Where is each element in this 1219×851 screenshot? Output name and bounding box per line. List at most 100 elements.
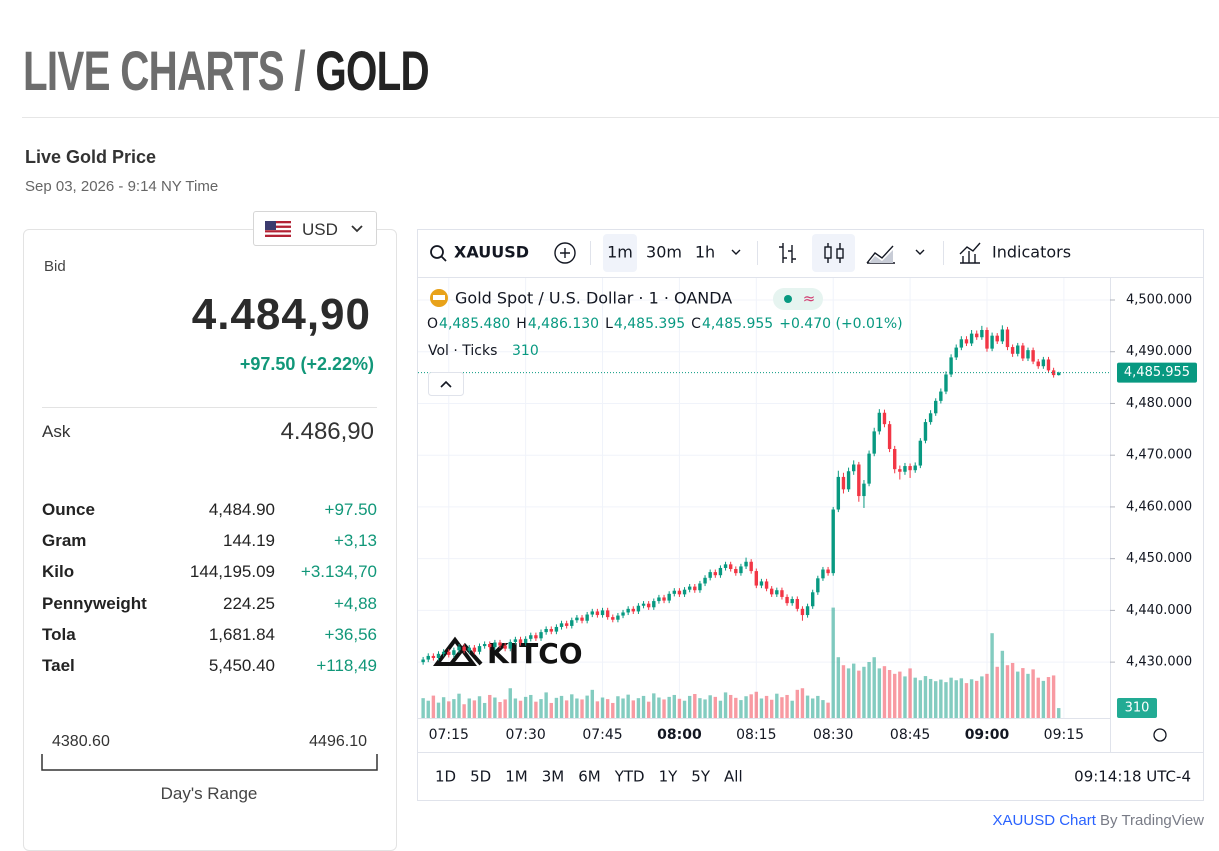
candle-body <box>903 466 907 472</box>
candle-body <box>949 357 953 375</box>
volume-bar <box>549 702 553 718</box>
volume-bar <box>472 700 477 718</box>
compare-icon[interactable] <box>554 242 576 264</box>
currency-select[interactable]: USD <box>253 211 377 246</box>
range-button[interactable]: 5Y <box>691 768 711 786</box>
chart-type-active-bg <box>812 234 855 272</box>
ohlc-change: +0.470 (+0.01%) <box>779 316 902 332</box>
candle-body <box>611 617 615 620</box>
volume-bar <box>564 700 569 718</box>
y-tick-label: 4,460.000 <box>1126 499 1192 514</box>
bars-icon[interactable] <box>779 243 796 263</box>
search-icon[interactable] <box>430 245 444 259</box>
volume-bar <box>831 607 835 718</box>
volume-bar <box>734 697 738 718</box>
last-price-label: 4,485.955 <box>1124 365 1190 380</box>
clock: 09:14:18 UTC-4 <box>1074 768 1191 786</box>
volume-bar <box>759 698 764 718</box>
candle-body <box>708 572 712 578</box>
candle-body <box>985 329 989 349</box>
volume-bar <box>959 678 964 718</box>
volume-bar <box>1046 677 1051 718</box>
candle-body <box>744 561 748 567</box>
unit-change: +3.134,70 <box>300 562 377 582</box>
area-icon <box>869 250 893 263</box>
volume-bar <box>744 696 748 718</box>
range-label: Day's Range <box>160 784 258 803</box>
range-button[interactable]: 6M <box>578 768 601 786</box>
candle-body <box>1026 350 1030 359</box>
x-tick-label: 07:15 <box>429 727 469 743</box>
volume-bar <box>636 698 641 718</box>
currency: USD <box>302 220 338 239</box>
candle-body <box>826 569 830 574</box>
volume-bar <box>452 699 456 718</box>
unit-name: Tael <box>42 656 75 675</box>
volume-bar <box>621 698 625 718</box>
range-high: 4496.10 <box>309 733 367 750</box>
volume-bar <box>646 701 651 718</box>
volume-bar <box>893 673 897 718</box>
volume-bar <box>826 702 830 718</box>
range-button[interactable]: 3M <box>542 768 565 786</box>
candle-body <box>672 590 676 594</box>
volume-bar <box>862 666 866 718</box>
candle-body <box>846 471 851 490</box>
status-dot <box>784 295 792 303</box>
range-button[interactable]: 1D <box>435 768 456 786</box>
indicators-icon[interactable] <box>959 242 981 264</box>
divider <box>22 117 1219 118</box>
volume-legend: Vol · Ticks <box>428 343 497 359</box>
candle-body <box>872 431 876 454</box>
candle-body <box>862 483 866 497</box>
volume-bar <box>728 694 733 718</box>
interval[interactable]: 1h <box>695 243 715 262</box>
candle-body <box>529 635 533 639</box>
volume-bar <box>846 668 851 718</box>
candle-body <box>662 597 666 601</box>
chevron[interactable] <box>915 249 925 255</box>
candle-body <box>436 653 441 658</box>
collapse-button[interactable] <box>428 372 464 396</box>
candle-body <box>990 335 994 349</box>
range-button[interactable]: 1Y <box>659 768 679 786</box>
range-button[interactable]: YTD <box>614 768 645 786</box>
volume-bar <box>785 694 789 718</box>
range-low: 4380.60 <box>52 733 110 750</box>
ohlc-key: C <box>691 316 701 332</box>
volume-bar <box>498 702 502 718</box>
candle-body <box>980 329 984 338</box>
volume-bar <box>426 700 430 718</box>
volume-bar <box>529 694 533 718</box>
volume-bar <box>872 657 876 718</box>
volume-bar <box>708 695 712 718</box>
candle-body <box>657 597 661 602</box>
symbol[interactable]: XAUUSD <box>454 243 529 262</box>
candle-body <box>1031 350 1035 362</box>
indicators[interactable]: Indicators <box>992 243 1071 262</box>
range-button[interactable]: All <box>724 768 743 786</box>
candle-body <box>1000 329 1005 342</box>
volume-bar <box>990 633 994 718</box>
candle-body <box>503 645 507 649</box>
candle-body <box>893 448 897 470</box>
last-price-box <box>1117 362 1197 383</box>
bid-label: Bid <box>44 258 66 275</box>
volume-bar <box>554 697 559 718</box>
y-tick-label: 4,440.000 <box>1126 603 1192 618</box>
volume-bar <box>821 700 825 718</box>
candle-body <box>667 593 671 601</box>
y-tick-label: 4,430.000 <box>1126 655 1192 670</box>
chevron[interactable] <box>731 249 741 255</box>
footer: XAUUSD Chart By TradingView <box>993 812 1204 829</box>
x-tick-label: 09:15 <box>1044 727 1084 743</box>
range-button[interactable]: 1M <box>505 768 528 786</box>
candle-body <box>775 590 779 595</box>
settings-icon[interactable] <box>1153 728 1167 742</box>
interval[interactable]: 30m <box>646 243 682 262</box>
range-button[interactable]: 5D <box>470 768 491 786</box>
x-tick-label: 07:30 <box>505 727 545 743</box>
candle-body <box>488 644 492 648</box>
footer-link[interactable]: XAUUSD Chart <box>992 812 1096 829</box>
interval[interactable]: 1m <box>607 243 633 262</box>
